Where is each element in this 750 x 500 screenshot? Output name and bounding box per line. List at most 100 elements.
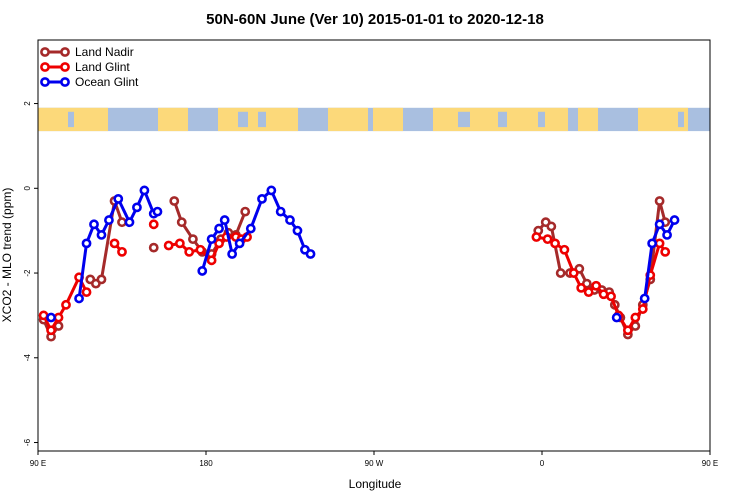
data-point — [654, 219, 665, 230]
data-point — [245, 223, 256, 234]
series-line — [537, 199, 667, 336]
data-point — [654, 196, 665, 206]
legend-marker — [40, 47, 50, 57]
legend-item: Land Nadir — [40, 45, 134, 59]
data-point — [598, 289, 609, 300]
data-point — [195, 244, 206, 255]
data-point — [227, 249, 238, 259]
data-point — [639, 293, 650, 304]
data-point — [591, 280, 602, 291]
data-point — [576, 282, 587, 293]
legend-marker — [40, 77, 50, 87]
map-strip — [38, 107, 710, 132]
data-point — [647, 238, 658, 249]
data-point — [214, 223, 224, 234]
data-point — [559, 244, 570, 255]
data-point — [637, 304, 648, 314]
data-point — [555, 268, 566, 278]
data-point — [275, 206, 286, 217]
data-point — [214, 238, 224, 249]
data-point — [583, 287, 594, 298]
legend-marker — [60, 47, 70, 57]
map-strip-water — [238, 111, 248, 128]
data-point — [174, 238, 185, 249]
data-point — [81, 238, 92, 249]
data-point — [206, 255, 217, 266]
legend-marker — [40, 62, 50, 72]
map-strip-water — [68, 111, 74, 128]
data-point — [81, 287, 92, 298]
data-point — [305, 249, 316, 259]
chart-title: 50N-60N June (Ver 10) 2015-01-01 to 2020… — [206, 11, 544, 28]
y-axis: 2 0 -2 -4 -6 — [23, 101, 38, 446]
data-point — [113, 193, 124, 204]
data-point — [669, 215, 680, 225]
data-point — [109, 238, 120, 249]
data-point — [89, 219, 99, 230]
data-point — [117, 246, 127, 257]
map-strip-land — [158, 107, 188, 132]
data-point — [654, 238, 665, 249]
data-point — [206, 234, 217, 245]
data-point — [132, 202, 142, 213]
data-point — [622, 325, 633, 336]
x-tick-label: 90 E — [702, 459, 718, 468]
data-point — [197, 266, 208, 276]
x-axis: 90 E 180 90 W 0 90 E — [30, 451, 718, 468]
y-tick-label: 2 — [23, 101, 32, 106]
y-axis-title: XCO2 - MLO trend (ppm) — [0, 188, 14, 323]
legend-item: Land Glint — [40, 60, 130, 74]
data-point — [662, 230, 672, 240]
data-point — [546, 221, 557, 232]
data-point — [124, 217, 135, 228]
map-strip-water — [538, 111, 545, 128]
data-point — [219, 215, 230, 225]
data-point — [61, 299, 71, 310]
legend-label: Ocean Glint — [75, 75, 139, 89]
data-point — [46, 325, 56, 336]
series-layer — [38, 185, 680, 342]
data-point — [611, 312, 622, 323]
series-ocean-glint — [46, 185, 680, 323]
plot-frame — [37, 39, 711, 452]
data-point — [568, 268, 579, 278]
map-strip-water — [498, 111, 507, 128]
data-point — [292, 225, 303, 236]
map-strip-land — [578, 107, 598, 132]
y-tick-label: -4 — [23, 354, 32, 362]
legend-marker — [60, 77, 70, 87]
data-point — [188, 234, 198, 245]
data-point — [104, 215, 114, 225]
x-tick-label: 0 — [540, 459, 545, 468]
data-point — [240, 206, 251, 217]
x-tick-label: 180 — [199, 459, 213, 468]
map-strip-water — [678, 111, 684, 128]
legend-label: Land Glint — [75, 60, 130, 74]
map-strip-land — [638, 107, 688, 132]
data-point — [38, 310, 49, 321]
data-point — [169, 196, 180, 206]
y-tick-label: -6 — [23, 438, 32, 446]
x-tick-label: 90 E — [30, 459, 46, 468]
data-point — [257, 193, 267, 204]
data-point — [46, 312, 56, 323]
map-strip-land — [373, 107, 403, 132]
series-land-glint — [38, 219, 671, 336]
data-point — [234, 238, 245, 249]
data-point — [266, 185, 277, 196]
x-tick-label: 90 W — [365, 459, 384, 468]
data-point — [139, 185, 150, 196]
data-point — [53, 312, 64, 323]
data-point — [184, 246, 195, 257]
legend-marker — [60, 62, 70, 72]
data-point — [660, 246, 671, 257]
legend-label: Land Nadir — [75, 45, 134, 59]
data-point — [96, 230, 107, 240]
data-point — [117, 217, 127, 228]
y-tick-label: -2 — [23, 269, 32, 277]
data-point — [176, 217, 187, 228]
data-point — [285, 215, 295, 225]
data-point — [542, 234, 553, 245]
